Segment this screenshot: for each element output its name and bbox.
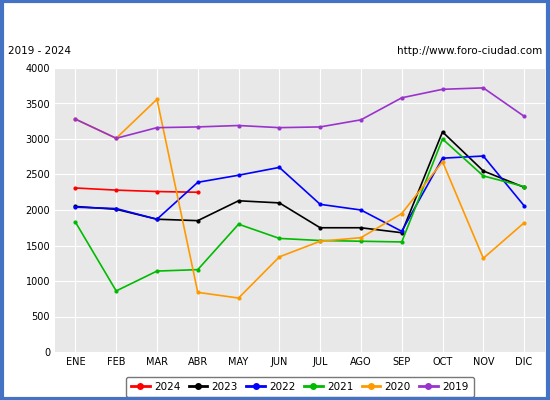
2021 (317, 238, 323, 243)
2020 (358, 235, 364, 240)
2020 (235, 296, 242, 300)
2020 (398, 211, 405, 216)
2023 (480, 168, 487, 173)
2019 (480, 86, 487, 90)
2020 (195, 290, 201, 295)
2021 (113, 288, 119, 293)
2021 (358, 239, 364, 244)
2023 (439, 130, 446, 134)
2022 (153, 217, 160, 222)
Text: 2019 - 2024: 2019 - 2024 (8, 46, 72, 56)
2023 (398, 230, 405, 235)
2020 (521, 220, 527, 225)
2021 (153, 269, 160, 274)
2020 (113, 136, 119, 141)
2020 (480, 256, 487, 261)
2023 (276, 200, 283, 205)
2019 (358, 118, 364, 122)
2024 (72, 186, 79, 190)
2023 (72, 204, 79, 209)
Text: Evolucion Nº Turistas Nacionales en el municipio de Castilleja de la Cuesta: Evolucion Nº Turistas Nacionales en el m… (28, 12, 522, 26)
2022 (358, 208, 364, 212)
2020 (317, 239, 323, 244)
2022 (480, 154, 487, 158)
2021 (480, 174, 487, 178)
Text: http://www.foro-ciudad.com: http://www.foro-ciudad.com (397, 46, 542, 56)
2023 (235, 198, 242, 203)
2023 (317, 225, 323, 230)
2023 (195, 218, 201, 223)
2021 (521, 184, 527, 189)
2021 (439, 137, 446, 142)
Line: 2023: 2023 (74, 130, 525, 234)
2019 (72, 117, 79, 122)
2023 (358, 225, 364, 230)
2019 (521, 114, 527, 119)
2021 (195, 267, 201, 272)
Legend: 2024, 2023, 2022, 2021, 2020, 2019: 2024, 2023, 2022, 2021, 2020, 2019 (126, 376, 474, 397)
2023 (521, 185, 527, 190)
2022 (317, 202, 323, 207)
2019 (439, 87, 446, 92)
2019 (276, 125, 283, 130)
Line: 2019: 2019 (74, 86, 525, 140)
2019 (153, 125, 160, 130)
2020 (153, 97, 160, 102)
2020 (439, 159, 446, 164)
2022 (276, 165, 283, 170)
2024 (195, 190, 201, 195)
2022 (113, 206, 119, 211)
2021 (398, 240, 405, 244)
2020 (72, 117, 79, 122)
Line: 2022: 2022 (74, 155, 525, 233)
2019 (195, 124, 201, 129)
2024 (113, 188, 119, 192)
2024 (153, 189, 160, 194)
Line: 2021: 2021 (74, 138, 525, 292)
Line: 2020: 2020 (74, 98, 525, 300)
2022 (521, 203, 527, 208)
2023 (153, 217, 160, 222)
2019 (113, 136, 119, 141)
2022 (72, 205, 79, 210)
2021 (235, 222, 242, 226)
2022 (195, 180, 201, 185)
2020 (276, 254, 283, 259)
Line: 2024: 2024 (74, 187, 199, 194)
2021 (276, 236, 283, 241)
2022 (398, 229, 405, 234)
2022 (439, 156, 446, 160)
2022 (235, 173, 242, 178)
2023 (113, 207, 119, 212)
2021 (72, 220, 79, 224)
2019 (398, 96, 405, 100)
2019 (235, 123, 242, 128)
2019 (317, 124, 323, 129)
